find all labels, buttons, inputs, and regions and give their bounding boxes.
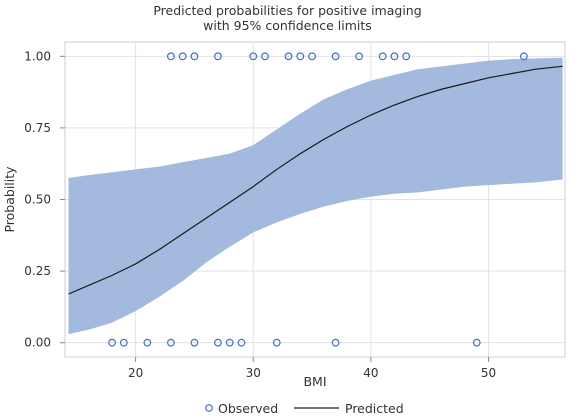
observed-point-14 [519,52,528,61]
observed-point-3 [214,52,222,61]
observed-point-11 [378,52,387,61]
confidence-band [68,57,563,335]
y-tick-label-1: 0.25 [24,264,51,278]
observed-point-13 [402,52,411,61]
observed-point-2 [190,52,199,61]
x-tick-label-1: 30 [246,366,261,380]
observed-point-4 [249,52,258,61]
observed-point-21 [225,338,234,347]
chart-title-line-1: Predicted probabilities for positive ima… [153,3,422,18]
observed-point-24 [331,338,340,347]
observed-point-23 [272,338,281,347]
observed-point-16 [119,338,128,347]
x-tick-label-0: 20 [128,366,143,380]
chart-title-line-2: with 95% confidence limits [203,18,372,33]
observed-point-5 [261,52,269,61]
observed-point-12 [390,52,399,61]
y-axis-ticks: 0.00 0.25 0.50 0.75 1.00 [24,49,65,350]
y-tick-label-4: 1.00 [24,49,51,63]
observed-points [108,52,528,347]
observed-point-20 [214,338,222,347]
chart-title: Predicted probabilities for positive ima… [0,3,575,33]
observed-point-1 [178,52,187,61]
legend: Observed Predicted [205,401,404,416]
observed-point-7 [296,52,305,61]
y-axis-label: Probability [2,166,17,233]
x-axis-label: BMI [303,374,326,389]
predicted-line-path [68,65,563,295]
observed-point-10 [355,52,364,61]
observed-point-9 [331,52,340,61]
x-axis-ticks: 20 30 40 50 [128,357,496,380]
legend-predicted-label: Predicted [345,401,404,416]
confidence-band-area [68,57,563,335]
observed-point-18 [166,338,175,347]
observed-point-25 [472,338,481,347]
observed-point-22 [237,338,246,347]
legend-observed-marker [205,404,213,412]
y-tick-label-0: 0.00 [24,336,51,350]
observed-point-8 [308,52,316,61]
x-tick-label-2: 40 [363,366,378,380]
legend-observed-label: Observed [218,401,278,416]
predicted-line [68,65,563,295]
y-tick-label-3: 0.75 [24,121,51,135]
y-tick-label-2: 0.50 [24,193,51,207]
observed-point-6 [284,52,293,61]
observed-point-19 [190,338,199,347]
observed-point-15 [108,338,116,347]
observed-point-0 [166,52,175,61]
x-tick-label-3: 50 [481,366,496,380]
observed-point-17 [143,338,152,347]
